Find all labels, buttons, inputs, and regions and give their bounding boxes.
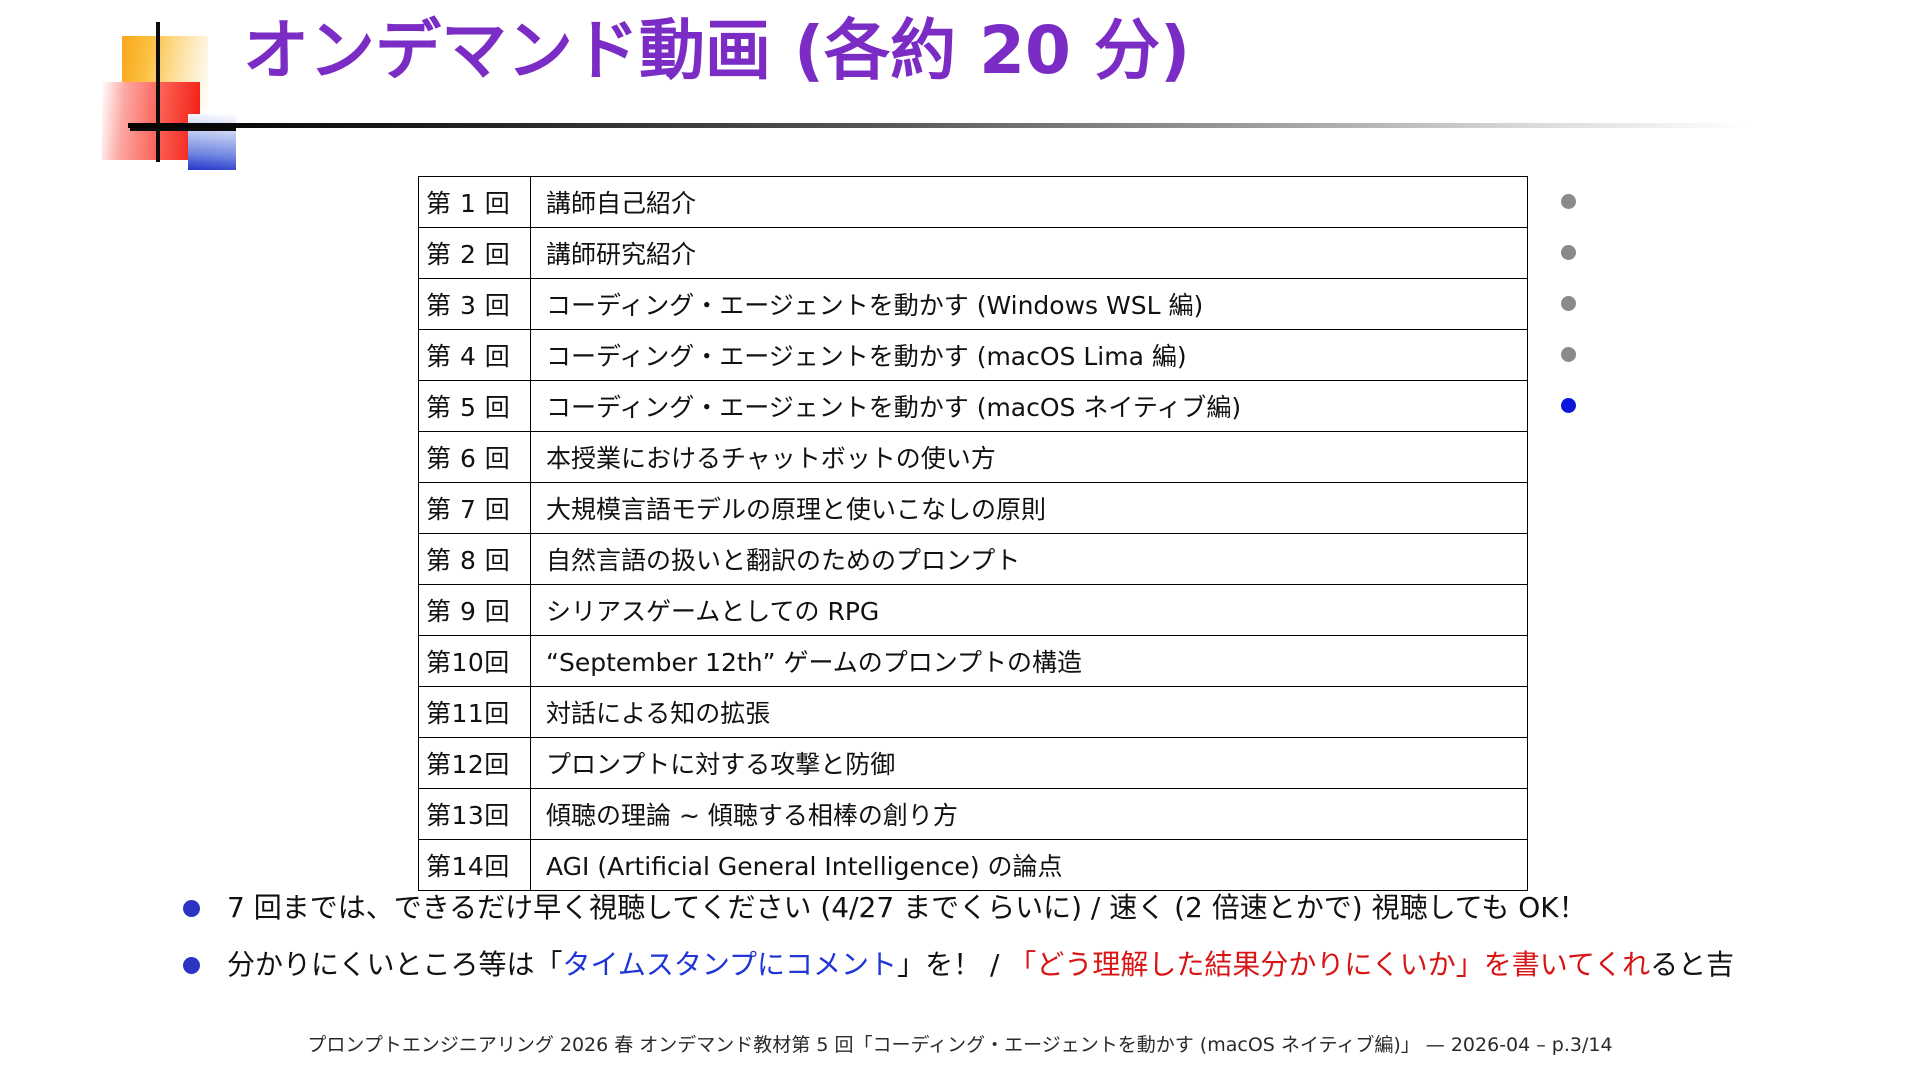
table-row: 第 2 回講師研究紹介 [418, 227, 1528, 279]
progress-dot-icon[interactable] [1560, 245, 1576, 260]
title-divider-rule [128, 123, 1748, 128]
row-topic: 講師自己紹介 [530, 176, 1528, 228]
progress-dot-row [1548, 329, 1588, 380]
table-row: 第13回 傾聴の理論 ∼ 傾聴する相棒の創り方 [418, 788, 1528, 840]
row-topic: プロンプトに対する攻撃と防御 [530, 737, 1528, 789]
note-text: 7 回までは、できるだけ早く視聴してください (4/27 までくらいに) / 速… [227, 890, 1587, 925]
progress-dot-row [1548, 380, 1588, 431]
row-topic: 自然言語の扱いと翻訳のためのプロンプト [530, 533, 1528, 585]
note-text: 分かりにくいところ等は「タイムスタンプにコメント」を！ / 「どう理解した結果分… [227, 947, 1734, 982]
row-topic: 対話による知の拡張 [530, 686, 1528, 738]
note-text-run: 分かりにくいところ等は「 [227, 948, 563, 981]
progress-dot-active-icon[interactable] [1560, 398, 1576, 413]
table-row: 第 5 回コーディング・エージェントを動かす (macOS ネイティブ編) [418, 380, 1528, 432]
progress-dot-row [1548, 176, 1588, 227]
progress-dot-icon[interactable] [1560, 194, 1576, 209]
row-topic: 講師研究紹介 [530, 227, 1528, 279]
row-topic: コーディング・エージェントを動かす (Windows WSL 編) [530, 278, 1528, 330]
ondemand-schedule-table: 第 1 回講師自己紹介第 2 回講師研究紹介第 3 回コーディング・エージェント… [418, 176, 1528, 891]
row-session-number: 第 7 回 [418, 482, 531, 534]
table-row: 第 1 回講師自己紹介 [418, 176, 1528, 228]
note-text-run: 」を！ / [897, 948, 1009, 981]
row-session-number: 第 5 回 [418, 380, 531, 432]
row-topic: シリアスゲームとしての RPG [530, 584, 1528, 636]
row-topic: コーディング・エージェントを動かす (macOS Lima 編) [530, 329, 1528, 381]
list-item: 分かりにくいところ等は「タイムスタンプにコメント」を！ / 「どう理解した結果分… [183, 947, 1843, 982]
logo-red-square [102, 82, 200, 160]
note-text-run: 「どう理解した結果分かりにくいか」を書いてくれ [1008, 948, 1651, 981]
row-topic: AGI (Artificial General Intelligence) の論… [530, 839, 1528, 891]
row-session-number: 第 8 回 [418, 533, 531, 585]
row-topic: 本授業におけるチャットボットの使い方 [530, 431, 1528, 483]
table-row: 第10回 “September 12th” ゲームのプロンプトの構造 [418, 635, 1528, 687]
row-session-number: 第 4 回 [418, 329, 531, 381]
slide-footer: プロンプトエンジニアリング 2026 春 オンデマンド教材第 5 回「コーディン… [307, 1034, 1613, 1056]
bullet-icon [183, 900, 200, 917]
table-row: 第 4 回コーディング・エージェントを動かす (macOS Lima 編) [418, 329, 1528, 381]
table-row: 第 7 回大規模言語モデルの原理と使いこなしの原則 [418, 482, 1528, 534]
row-session-number: 第 3 回 [418, 278, 531, 330]
table-row: 第 8 回自然言語の扱いと翻訳のためのプロンプト [418, 533, 1528, 585]
row-session-number: 第 9 回 [418, 584, 531, 636]
progress-dot-icon[interactable] [1560, 347, 1576, 362]
table-row: 第12回 プロンプトに対する攻撃と防御 [418, 737, 1528, 789]
progress-dot-icon[interactable] [1560, 296, 1576, 311]
row-session-number: 第10回 [418, 635, 531, 687]
schedule-table-wrapper: 第 1 回講師自己紹介第 2 回講師研究紹介第 3 回コーディング・エージェント… [418, 176, 1528, 891]
table-row: 第11回 対話による知の拡張 [418, 686, 1528, 738]
row-topic: “September 12th” ゲームのプロンプトの構造 [530, 635, 1528, 687]
table-row: 第 6 回本授業におけるチャットボットの使い方 [418, 431, 1528, 483]
slide-title: オンデマンド動画 (各約 20 分) [243, 12, 1191, 89]
notes-bullet-list: 7 回までは、できるだけ早く視聴してください (4/27 までくらいに) / 速… [183, 890, 1843, 1004]
row-session-number: 第13回 [418, 788, 531, 840]
row-session-number: 第14回 [418, 839, 531, 891]
logo-horizontal-line [130, 127, 236, 131]
row-session-number: 第 6 回 [418, 431, 531, 483]
row-topic: 大規模言語モデルの原理と使いこなしの原則 [530, 482, 1528, 534]
beamer-logo [100, 22, 236, 170]
row-session-number: 第 2 回 [418, 227, 531, 279]
row-session-number: 第12回 [418, 737, 531, 789]
logo-vertical-line [156, 22, 160, 162]
row-session-number: 第11回 [418, 686, 531, 738]
note-text-run: ると吉 [1650, 948, 1735, 981]
list-item: 7 回までは、できるだけ早く視聴してください (4/27 までくらいに) / 速… [183, 890, 1843, 925]
row-topic: 傾聴の理論 ∼ 傾聴する相棒の創り方 [530, 788, 1528, 840]
section-progress-dots [1548, 176, 1588, 431]
progress-dot-row [1548, 278, 1588, 329]
table-row: 第 9 回シリアスゲームとしての RPG [418, 584, 1528, 636]
progress-dot-row [1548, 227, 1588, 278]
note-text-run: 7 回までは、できるだけ早く視聴してください (4/27 までくらいに) / 速… [227, 891, 1587, 924]
row-topic: コーディング・エージェントを動かす (macOS ネイティブ編) [530, 380, 1528, 432]
row-session-number: 第 1 回 [418, 176, 531, 228]
note-text-run: タイムスタンプにコメント [562, 948, 898, 981]
table-row: 第 3 回コーディング・エージェントを動かす (Windows WSL 編) [418, 278, 1528, 330]
table-row: 第14回 AGI (Artificial General Intelligence… [418, 839, 1528, 891]
bullet-icon [183, 957, 200, 974]
